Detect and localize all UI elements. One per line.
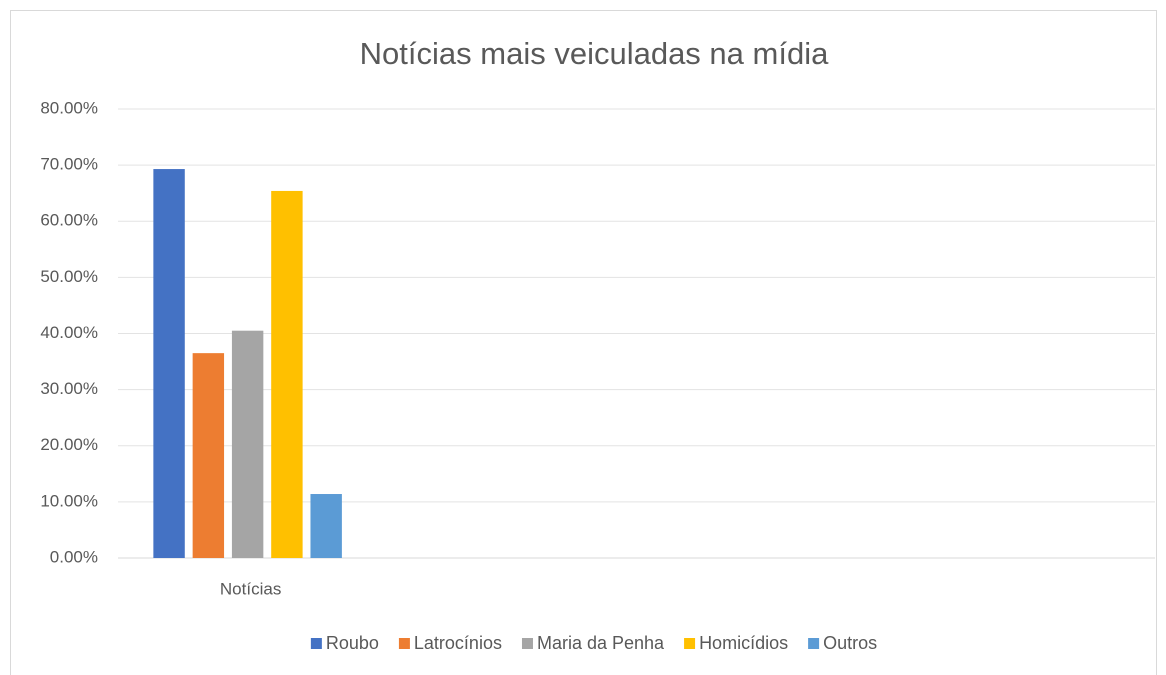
legend-swatch — [808, 638, 820, 649]
legend-label: Homicídios — [699, 633, 788, 653]
legend-swatch — [684, 638, 696, 649]
legend-label: Outros — [823, 633, 877, 653]
legend-swatch — [310, 638, 322, 649]
legend-label: Latrocínios — [414, 633, 502, 653]
legend-label: Roubo — [326, 633, 379, 653]
legend-label: Maria da Penha — [537, 633, 665, 653]
y-tick-label: 20.00% — [40, 435, 98, 454]
y-tick-label: 30.00% — [40, 379, 98, 398]
chart-title: Notícias mais veiculadas na mídia — [360, 36, 829, 71]
bar — [271, 190, 303, 558]
y-tick-label: 0.00% — [50, 547, 98, 566]
legend-swatch — [521, 638, 533, 649]
bar — [231, 330, 264, 558]
y-tick-label: 40.00% — [40, 323, 98, 342]
bar — [310, 494, 342, 558]
y-tick-label: 60.00% — [40, 211, 98, 230]
bar — [153, 169, 185, 558]
chart-border — [10, 10, 1157, 675]
x-tick-label: Notícias — [220, 579, 281, 598]
y-tick-label: 10.00% — [40, 491, 98, 510]
bar — [192, 353, 225, 558]
y-tick-label: 50.00% — [40, 267, 98, 286]
y-tick-label: 70.00% — [40, 155, 98, 174]
y-tick-label: 80.00% — [40, 98, 98, 117]
legend-swatch — [398, 638, 410, 649]
